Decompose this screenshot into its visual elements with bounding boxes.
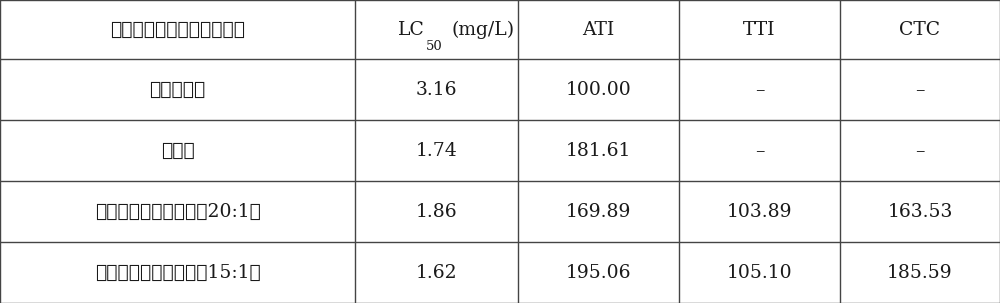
- Text: 50: 50: [426, 40, 442, 53]
- Text: 山虫啊: 山虫啊: [161, 142, 194, 160]
- Text: 169.89: 169.89: [566, 202, 631, 221]
- Text: 药剂名称及配比（重量比）: 药剂名称及配比（重量比）: [110, 21, 245, 38]
- Text: 1.86: 1.86: [416, 202, 457, 221]
- Text: 105.10: 105.10: [727, 264, 792, 281]
- Text: –: –: [755, 142, 764, 160]
- Text: 181.61: 181.61: [566, 142, 631, 160]
- Text: 185.59: 185.59: [887, 264, 953, 281]
- Text: LC: LC: [398, 21, 424, 38]
- Text: 1.74: 1.74: [416, 142, 457, 160]
- Text: 环溢虫酰胺：山虫啊（15:1）: 环溢虫酰胺：山虫啊（15:1）: [95, 264, 260, 281]
- Text: 195.06: 195.06: [566, 264, 631, 281]
- Text: 环溢虫酰胺: 环溢虫酰胺: [149, 81, 206, 98]
- Text: 163.53: 163.53: [887, 202, 953, 221]
- Text: 103.89: 103.89: [727, 202, 792, 221]
- Text: 3.16: 3.16: [416, 81, 457, 98]
- Text: 100.00: 100.00: [566, 81, 631, 98]
- Text: –: –: [915, 81, 925, 98]
- Text: –: –: [755, 81, 764, 98]
- Text: –: –: [915, 142, 925, 160]
- Text: 环溢虫酰胺：山虫啊（20:1）: 环溢虫酰胺：山虫啊（20:1）: [95, 202, 260, 221]
- Text: (mg/L): (mg/L): [452, 20, 515, 39]
- Text: 1.62: 1.62: [416, 264, 457, 281]
- Text: ATI: ATI: [582, 21, 615, 38]
- Text: CTC: CTC: [899, 21, 941, 38]
- Text: TTI: TTI: [743, 21, 776, 38]
